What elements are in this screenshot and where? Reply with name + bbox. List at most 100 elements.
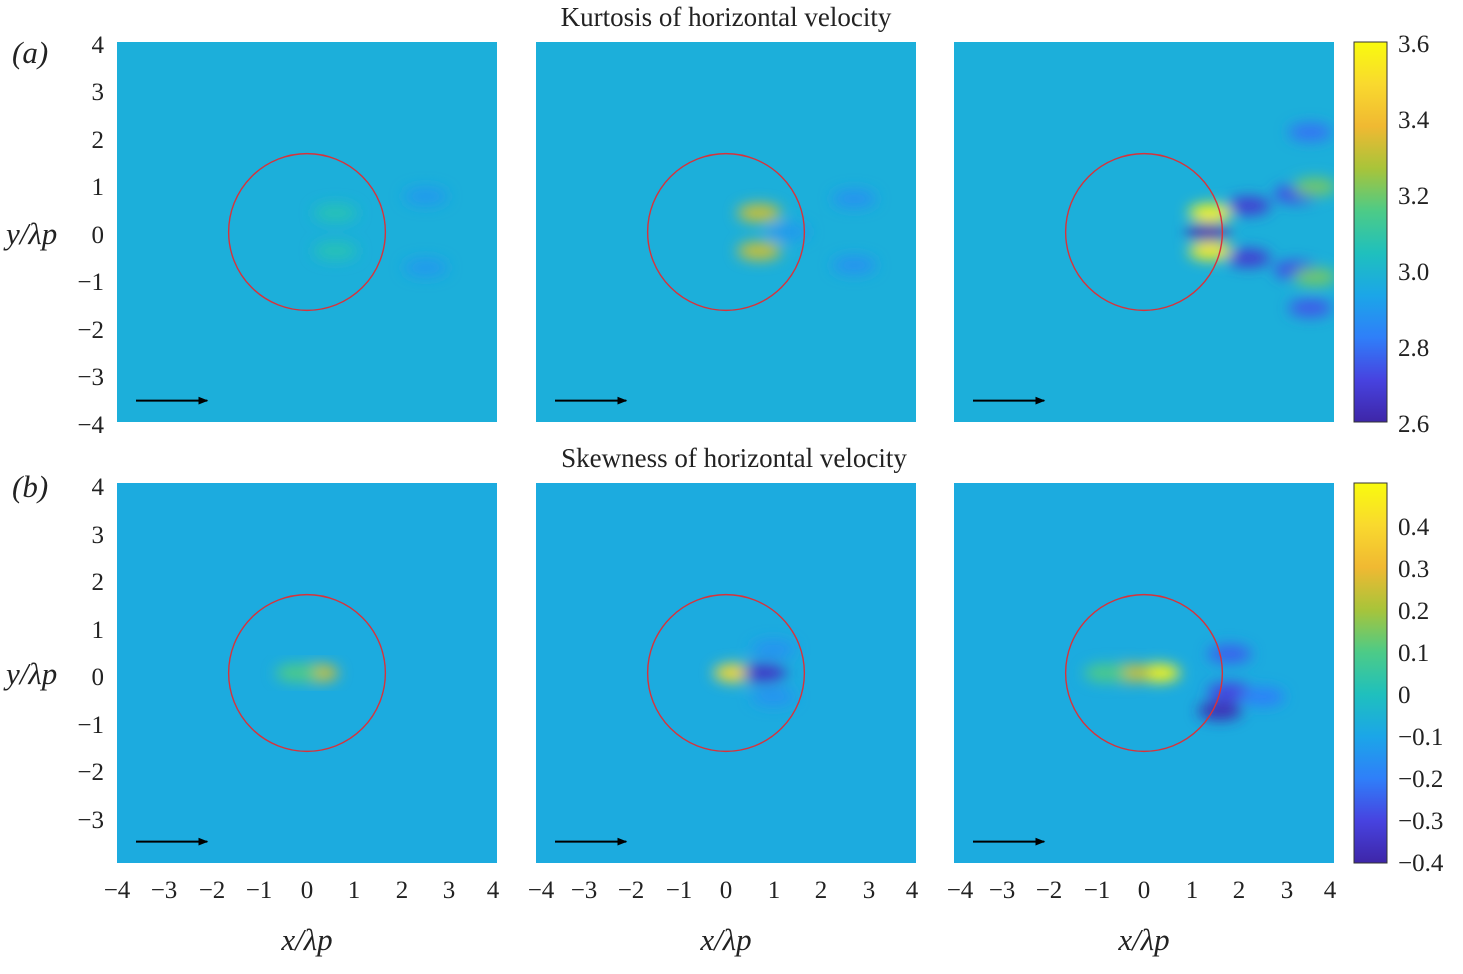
colorbar-tick-label: −0.4 bbox=[1398, 850, 1444, 877]
colorbar-tick-label: 2.6 bbox=[1398, 411, 1429, 438]
x-tick-label: −2 bbox=[199, 877, 226, 904]
heatmap-field bbox=[536, 42, 916, 422]
x-tick-label: 4 bbox=[1324, 877, 1337, 904]
row-b-y-ticks: 4 3 2 1 0 −1 −2 −3 bbox=[77, 474, 104, 834]
x-tick-label: −1 bbox=[666, 877, 693, 904]
heatmap-feature bbox=[403, 187, 448, 206]
colorbar-tick-label: −0.2 bbox=[1398, 766, 1443, 793]
row-a-ylabel: y/λp bbox=[3, 216, 57, 251]
row-b-ylabel: y/λp bbox=[3, 656, 57, 691]
x-tick-label: 1 bbox=[1186, 877, 1199, 904]
x-tick-label: −1 bbox=[1084, 877, 1111, 904]
domain-circle bbox=[646, 593, 806, 753]
row-b-panel-1 bbox=[117, 483, 497, 863]
heatmap-feature bbox=[742, 664, 786, 682]
x-tick-label: −3 bbox=[151, 877, 178, 904]
heatmap-features bbox=[1186, 123, 1334, 317]
heatmap-feature bbox=[1188, 204, 1233, 222]
row-a-panel-2 bbox=[536, 42, 916, 422]
y-tick-label: 3 bbox=[92, 522, 105, 549]
heatmap-feature bbox=[1186, 223, 1231, 241]
heatmap-field bbox=[117, 42, 497, 422]
row-b-title: Skewness of horizontal velocity bbox=[561, 443, 907, 473]
heatmap-feature bbox=[1084, 664, 1128, 682]
y-tick-label: −1 bbox=[77, 269, 104, 296]
row-a-colorbar bbox=[1353, 41, 1388, 423]
row-a-y-ticks: 4 3 2 1 0 −1 −2 −3 −4 bbox=[77, 32, 104, 439]
heatmap-feature bbox=[1293, 268, 1334, 287]
heatmap-feature bbox=[1240, 687, 1285, 706]
domain-circle bbox=[646, 152, 806, 312]
heatmap-feature bbox=[737, 242, 782, 260]
colorbar-tick-label: 3.0 bbox=[1398, 259, 1429, 286]
x-tick-label: −4 bbox=[947, 877, 974, 904]
heatmap-feature bbox=[1226, 196, 1271, 215]
panel-1-xlabel: x/λp bbox=[280, 922, 332, 957]
colorbar-tick-label: 3.4 bbox=[1398, 107, 1430, 134]
heatmap-feature bbox=[275, 664, 320, 682]
x-tick-label: −4 bbox=[104, 877, 131, 904]
colorbar-gradient bbox=[1353, 482, 1388, 864]
heatmap-feature bbox=[1293, 177, 1334, 196]
x-tick-label: −1 bbox=[246, 877, 273, 904]
colorbar-tick-label: 3.6 bbox=[1398, 31, 1429, 58]
y-tick-label: 1 bbox=[92, 617, 105, 644]
panel-3-xlabel: x/λp bbox=[1117, 922, 1169, 957]
heatmap-features bbox=[275, 664, 339, 682]
y-tick-label: 4 bbox=[92, 32, 105, 59]
row-a-panel-3 bbox=[954, 42, 1334, 422]
heatmap-feature bbox=[737, 204, 782, 222]
heatmap-feature bbox=[1226, 249, 1271, 268]
colorbar-tick-label: 2.8 bbox=[1398, 335, 1429, 362]
y-tick-label: 2 bbox=[92, 127, 105, 154]
heatmap-field bbox=[954, 42, 1334, 422]
heatmap-features bbox=[737, 189, 877, 275]
x-tick-label: −2 bbox=[618, 877, 645, 904]
domain-circle bbox=[227, 593, 387, 753]
heatmap-features bbox=[313, 187, 448, 277]
heatmap-feature bbox=[1198, 702, 1242, 720]
heatmap-feature bbox=[1288, 123, 1333, 142]
y-tick-label: 2 bbox=[92, 569, 105, 596]
row-a-colorbar-ticks: 3.6 3.4 3.2 3.0 2.8 2.6 bbox=[1398, 31, 1430, 438]
x-tick-label: 2 bbox=[815, 877, 828, 904]
colorbar-tick-label: 0.1 bbox=[1398, 640, 1429, 667]
row-b-colorbar-ticks: 0.4 0.3 0.2 0.1 0 −0.1 −0.2 −0.3 −0.4 bbox=[1398, 514, 1444, 877]
x-tick-label: 3 bbox=[1281, 877, 1294, 904]
x-tick-label: −3 bbox=[989, 877, 1016, 904]
y-tick-label: −3 bbox=[77, 364, 104, 391]
panel-3-x-ticks: −4 −3 −2 −1 0 1 2 3 4 bbox=[947, 877, 1337, 904]
heatmap-feature bbox=[1288, 299, 1333, 317]
colorbar-tick-label: −0.1 bbox=[1398, 724, 1443, 751]
y-tick-label: 3 bbox=[92, 79, 105, 106]
y-tick-label: 0 bbox=[92, 222, 105, 249]
domain-circle bbox=[1064, 152, 1224, 312]
domain-circle bbox=[1064, 593, 1224, 753]
x-tick-label: 0 bbox=[301, 877, 314, 904]
heatmap-feature bbox=[832, 189, 877, 208]
x-tick-label: 1 bbox=[768, 877, 781, 904]
heatmap-features bbox=[713, 640, 796, 706]
y-tick-label: 4 bbox=[92, 474, 105, 501]
colorbar-tick-label: 3.2 bbox=[1398, 183, 1429, 210]
row-b-panel-3 bbox=[954, 483, 1334, 863]
y-tick-label: 1 bbox=[92, 174, 105, 201]
heatmap-feature bbox=[403, 258, 448, 277]
heatmap-feature bbox=[1188, 242, 1233, 260]
x-tick-label: 0 bbox=[1138, 877, 1151, 904]
y-tick-label: −2 bbox=[77, 317, 104, 344]
colorbar-gradient bbox=[1353, 41, 1388, 423]
heatmap-feature bbox=[313, 242, 358, 260]
y-tick-label: −3 bbox=[77, 807, 104, 834]
heatmap-feature bbox=[832, 256, 877, 275]
colorbar-tick-label: −0.3 bbox=[1398, 808, 1443, 835]
domain-circle bbox=[227, 152, 387, 312]
row-b-label: (b) bbox=[12, 469, 48, 504]
x-tick-label: 2 bbox=[1233, 877, 1246, 904]
row-a-label: (a) bbox=[12, 35, 48, 70]
row-b-colorbar bbox=[1353, 482, 1388, 864]
row-b-panel-2 bbox=[536, 483, 916, 863]
x-tick-label: −3 bbox=[571, 877, 598, 904]
heatmap-feature bbox=[751, 640, 796, 659]
